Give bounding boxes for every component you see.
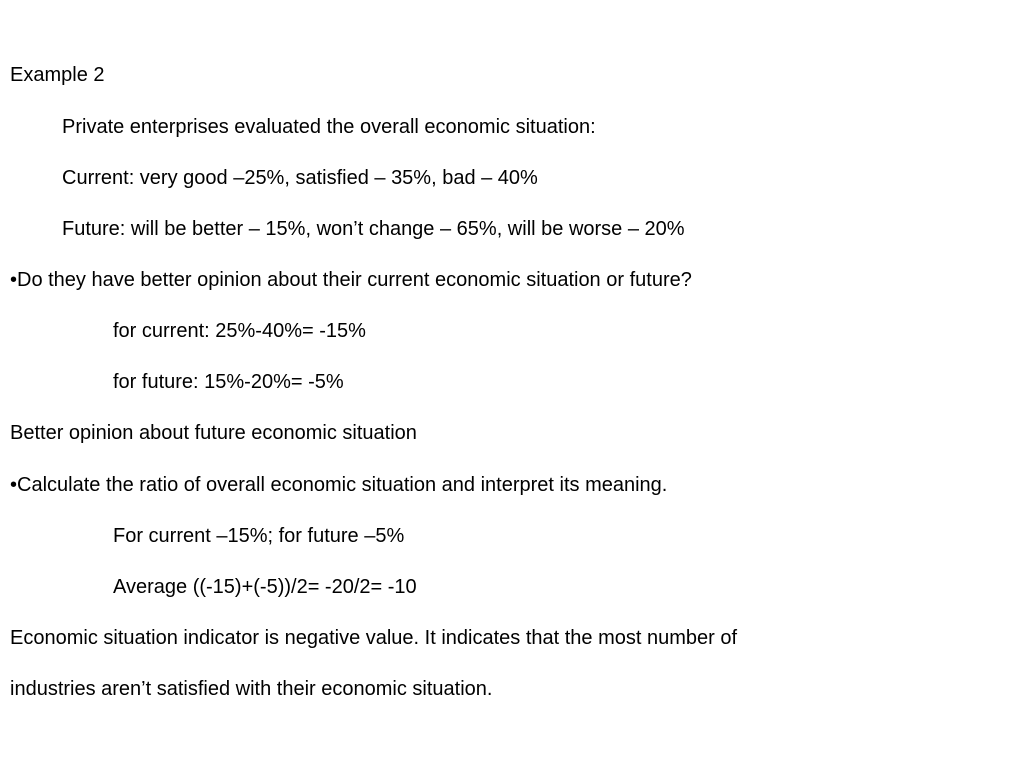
text-line: for current: 25%-40%= -15% [113,320,366,342]
text-line: Average ((-15)+(-5))/2= -20/2= -10 [113,576,417,598]
text-line: Future: will be better – 15%, won’t chan… [62,218,685,240]
title: Example 2 [10,64,105,86]
text-line: For current –15%; for future –5% [113,525,405,547]
text-line: for future: 15%-20%= -5% [113,371,344,393]
text-line: Private enterprises evaluated the overal… [62,116,596,138]
text-line: •Calculate the ratio of overall economic… [10,474,668,496]
text-line: •Do they have better opinion about their… [10,269,692,291]
text-line: industries aren’t satisfied with their e… [10,678,493,700]
text-line: Better opinion about future economic sit… [10,422,417,444]
text-line: Current: very good –25%, satisfied – 35%… [62,167,538,189]
text-line: Economic situation indicator is negative… [10,627,738,649]
